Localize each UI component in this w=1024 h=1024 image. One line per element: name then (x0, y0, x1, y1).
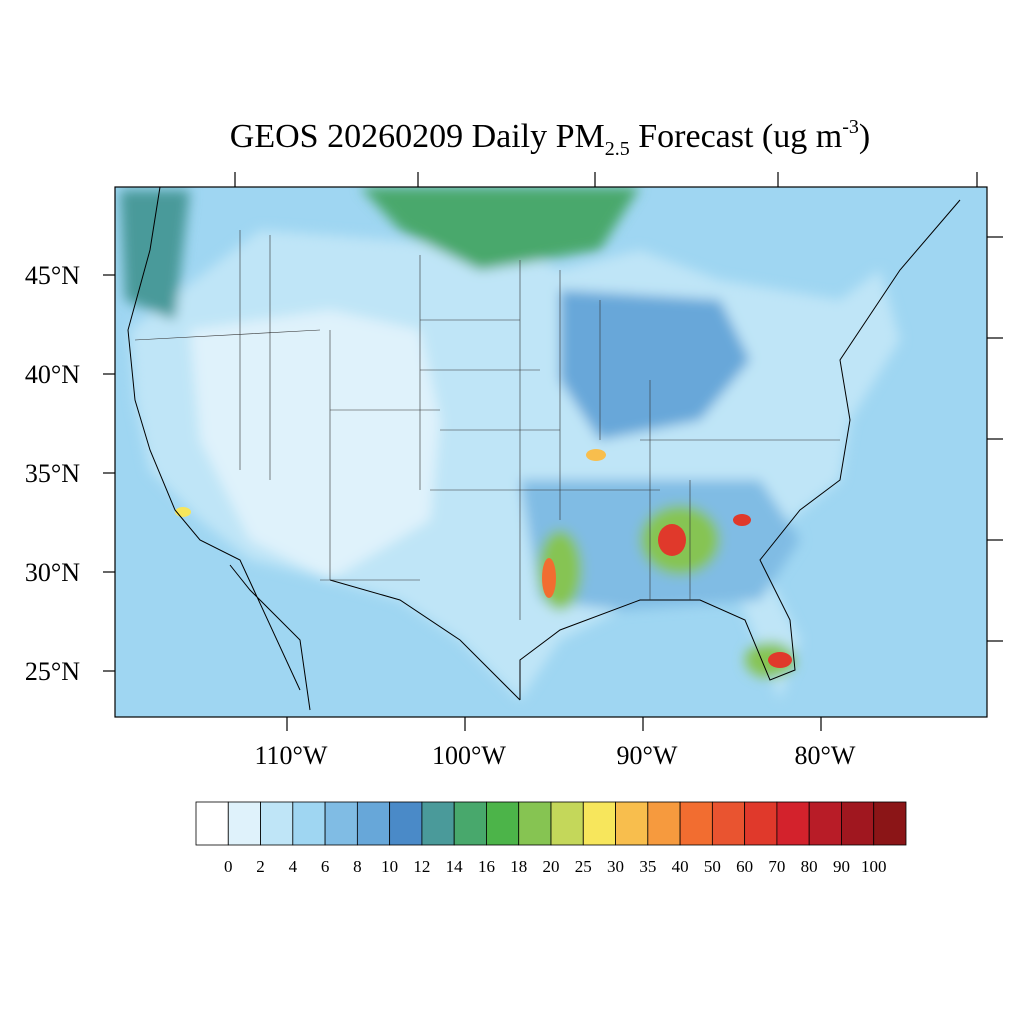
colorbar-label: 60 (736, 857, 753, 876)
colorbar-box (453, 801, 487, 846)
lat-label: 25°N (25, 657, 80, 686)
lon-label: 110°W (255, 741, 328, 770)
colorbar-label: 100 (861, 857, 887, 876)
colorbar-box (679, 801, 713, 846)
colorbar-box (324, 801, 358, 846)
hotspot (175, 507, 191, 517)
colorbar-label: 8 (353, 857, 362, 876)
colorbar-label: 18 (510, 857, 527, 876)
colorbar-label: 30 (607, 857, 624, 876)
title-main: GEOS 20260209 Daily PM (230, 118, 605, 155)
colorbar-box (808, 801, 842, 846)
colorbar-label: 10 (381, 857, 398, 876)
canada-field (360, 187, 640, 270)
title-subscript: 2.5 (605, 138, 630, 160)
colorbar-label: 14 (446, 857, 464, 876)
colorbar-box (582, 801, 616, 846)
colorbar-label: 6 (321, 857, 330, 876)
title-superscript: -3 (842, 116, 859, 138)
colorbar-box (550, 801, 584, 846)
colorbar-box (776, 801, 810, 846)
colorbar-box (292, 801, 326, 846)
colorbar-label: 25 (575, 857, 592, 876)
frame-ticks (234, 172, 1003, 642)
hotspot (733, 514, 751, 526)
colorbar-box (356, 801, 391, 846)
colorbar-box (195, 801, 229, 846)
colorbar-label: 50 (704, 857, 721, 876)
lon-label: 90°W (617, 741, 678, 770)
title-middle: Forecast (ug m (630, 118, 842, 155)
hotspot (768, 652, 792, 668)
lat-label: 35°N (25, 459, 80, 488)
coastline (127, 187, 961, 711)
lat-label: 45°N (25, 261, 80, 290)
low-field-west (190, 310, 440, 580)
colorbar-box (260, 801, 294, 846)
hotspot (542, 558, 556, 598)
colorbar-box (389, 801, 423, 846)
colorbar-label: 2 (256, 857, 265, 876)
colorbar-box (647, 801, 681, 846)
colorbar-box (711, 801, 746, 846)
axis-labels: 45°N 40°N 35°N 30°N 25°N 110°W 100°W 90°W 80°W (25, 261, 856, 770)
colorbar-label: 16 (478, 857, 495, 876)
northwest-field (120, 190, 190, 320)
colorbar-label: 4 (289, 857, 298, 876)
midwest-field (560, 290, 750, 440)
colorbar-label: 40 (672, 857, 689, 876)
colorbar-label: 90 (833, 857, 850, 876)
lat-label: 30°N (25, 558, 80, 587)
colorbar-label: 0 (224, 857, 233, 876)
colorbar-label: 35 (639, 857, 656, 876)
colorbar-box (227, 801, 261, 846)
colorbar-box (486, 801, 520, 846)
lat-label: 40°N (25, 360, 80, 389)
title: GEOS 20260209 Daily PM2.5 Forecast (ug m… (230, 116, 870, 160)
colorbar-label: 20 (543, 857, 560, 876)
colorbar-label: 12 (413, 857, 430, 876)
colorbar-box (518, 801, 552, 846)
map-field (115, 187, 987, 717)
colorbar: 0 2 4 6 8 10 12 14 16 18 20 25 30 35 40 50 60 70 80 90 100 (195, 801, 907, 876)
lon-label: 80°W (795, 741, 856, 770)
lon-label: 100°W (432, 741, 506, 770)
title-end: ) (859, 118, 870, 155)
hotspot (586, 449, 606, 461)
colorbar-box (421, 801, 455, 846)
colorbar-box (744, 801, 778, 846)
colorbar-box (873, 801, 907, 846)
map-frame (114, 186, 988, 718)
colorbar-box (841, 801, 875, 846)
colorbar-box (615, 801, 649, 846)
colorbar-label: 80 (801, 857, 818, 876)
hotspot (658, 524, 686, 556)
colorbar-label: 70 (768, 857, 785, 876)
state-borders (134, 230, 840, 620)
